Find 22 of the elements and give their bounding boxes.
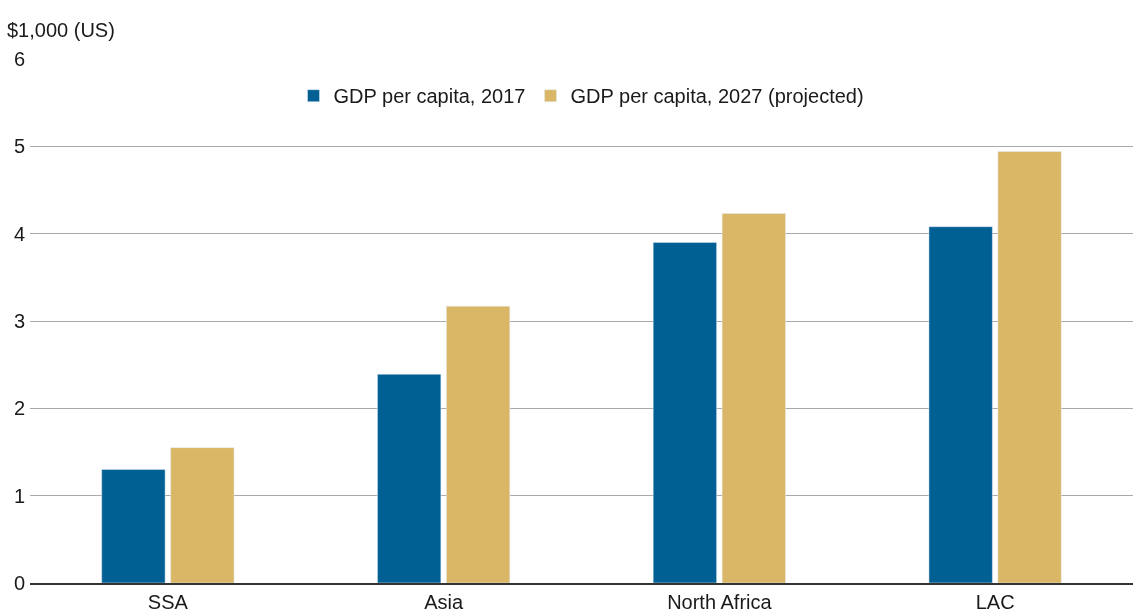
legend-label: GDP per capita, 2017 — [333, 85, 526, 108]
bar — [170, 447, 235, 583]
bar — [721, 213, 786, 583]
bar — [446, 305, 511, 583]
y-tick-label: 4 — [13, 222, 25, 245]
bar — [928, 226, 993, 583]
bar — [652, 242, 717, 583]
y-tick-label: 1 — [13, 484, 25, 507]
y-tick-label: 2 — [13, 397, 25, 420]
y-tick-label: 3 — [13, 310, 25, 332]
x-tick-label: Asia — [424, 590, 464, 613]
y-tick-label: 0 — [13, 572, 25, 594]
x-tick-label: North Africa — [667, 590, 773, 613]
x-tick-label: LAC — [975, 590, 1015, 613]
x-tick-label: SSA — [147, 590, 189, 613]
y-axis-title: $1,000 (US) — [7, 19, 115, 41]
bar — [997, 151, 1062, 583]
y-tick-label: 6 — [13, 48, 25, 70]
y-tick-label: 5 — [13, 135, 25, 158]
legend-label: GDP per capita, 2027 (projected) — [570, 85, 864, 108]
bar — [377, 374, 442, 583]
bar — [101, 469, 166, 583]
